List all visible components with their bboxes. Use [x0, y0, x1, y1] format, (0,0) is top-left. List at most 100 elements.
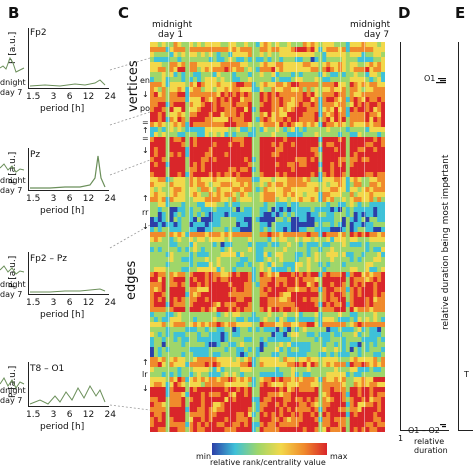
heatmap-cell — [334, 357, 339, 363]
heatmap-cell — [240, 287, 245, 293]
heatmap-cell — [287, 272, 292, 278]
heatmap-cell — [161, 202, 166, 208]
heatmap-cell — [294, 262, 300, 268]
heatmap-cell — [334, 277, 339, 283]
heatmap-cell — [204, 262, 210, 268]
heatmap-cell — [177, 192, 182, 198]
heatmap-cell — [197, 222, 202, 228]
heatmap-cell — [349, 302, 354, 308]
heatmap-cell — [377, 232, 382, 238]
heatmap-cell — [377, 257, 382, 263]
heatmap-cell — [298, 287, 304, 293]
heatmap-cell — [165, 212, 170, 218]
heatmap-cell — [220, 257, 225, 263]
heatmap-cell — [377, 342, 382, 348]
heatmap-cell — [259, 377, 264, 383]
heatmap-cell — [193, 377, 198, 383]
heatmap-cell — [181, 42, 186, 48]
side-mark: ↓ — [142, 146, 149, 155]
heatmap-cell — [200, 97, 206, 103]
heatmap-cell — [377, 207, 382, 213]
heatmap-cell — [369, 337, 374, 343]
heatmap-cell — [369, 397, 374, 403]
heatmap-cell — [263, 287, 268, 293]
heatmap-cell — [244, 177, 249, 183]
heatmap-cell — [314, 107, 319, 113]
heatmap-cell — [267, 207, 272, 213]
heatmap-cell — [153, 372, 159, 378]
heatmap-cell — [345, 107, 351, 113]
heatmap-cell — [153, 362, 159, 368]
heatmap-cell — [212, 252, 217, 258]
heatmap-cell — [247, 217, 253, 223]
heatmap-cell — [193, 242, 198, 248]
heatmap-cell — [197, 137, 202, 143]
heatmap-cell — [244, 392, 249, 398]
heatmap-cell — [302, 237, 307, 243]
heatmap-cell — [236, 362, 241, 368]
heatmap-cell — [294, 252, 300, 258]
heatmap-cell — [244, 267, 249, 273]
heatmap-cell — [255, 382, 260, 388]
heatmap-cell — [251, 197, 257, 203]
heatmap-cell — [381, 42, 385, 48]
heatmap-cell — [275, 67, 280, 73]
heatmap-cell — [169, 392, 174, 398]
heatmap-cell — [377, 292, 382, 298]
heatmap-cell — [197, 207, 202, 213]
heatmap-cell — [298, 182, 304, 188]
heatmap-cell — [240, 112, 245, 118]
heatmap-cell — [314, 187, 319, 193]
heatmap-cell — [169, 427, 174, 432]
heatmap-cell — [224, 417, 229, 423]
heatmap-cell — [287, 232, 292, 238]
heatmap-cell — [275, 247, 280, 253]
heatmap-cell — [353, 117, 358, 123]
heatmap-cell — [267, 247, 272, 253]
heatmap-cell — [291, 252, 296, 258]
heatmap-cell — [381, 282, 385, 288]
heatmap-cell — [306, 87, 311, 93]
heatmap-cell — [275, 302, 280, 308]
heatmap-cell — [232, 382, 237, 388]
heatmap-cell — [153, 387, 159, 393]
heatmap-cell — [298, 387, 304, 393]
heatmap-cell — [204, 297, 210, 303]
heatmap-cell — [240, 117, 245, 123]
heatmap-cell — [361, 282, 366, 288]
heatmap-cell — [200, 277, 206, 283]
heatmap-cell — [287, 357, 292, 363]
heatmap-cell — [330, 167, 335, 173]
heatmap-cell — [373, 312, 378, 318]
heatmap-cell — [204, 177, 210, 183]
heatmap-cell — [153, 222, 159, 228]
heatmap-cell — [267, 422, 272, 428]
heatmap-cell — [302, 377, 307, 383]
heatmap-cell — [247, 342, 253, 348]
heatmap-cell — [314, 302, 319, 308]
heatmap-cell — [326, 342, 331, 348]
heatmap-cell — [157, 52, 163, 58]
heatmap-cell — [314, 317, 319, 323]
heatmap-cell — [275, 412, 280, 418]
colorbar — [212, 443, 327, 455]
heatmap-cell — [259, 142, 264, 148]
heatmap-cell — [185, 262, 190, 268]
heatmap-cell — [165, 62, 170, 68]
heatmap-cell — [341, 82, 347, 88]
x-tick-labels: 1.5 3 6 12 24 — [26, 92, 116, 102]
heatmap-cell — [341, 372, 347, 378]
heatmap-cell — [220, 232, 225, 238]
heatmap-cell — [314, 392, 319, 398]
heatmap-cell — [208, 387, 213, 393]
heatmap-cell — [310, 397, 315, 403]
heatmap-cell — [153, 157, 159, 163]
heatmap-cell — [236, 422, 241, 428]
heatmap-cell — [267, 322, 272, 328]
channel-label: Pz — [30, 150, 41, 160]
heatmap-cell — [294, 167, 300, 173]
heatmap-cell — [224, 122, 229, 128]
heatmap-cell — [275, 217, 280, 223]
heatmap-cell — [220, 367, 225, 373]
heatmap-cell — [365, 187, 370, 193]
